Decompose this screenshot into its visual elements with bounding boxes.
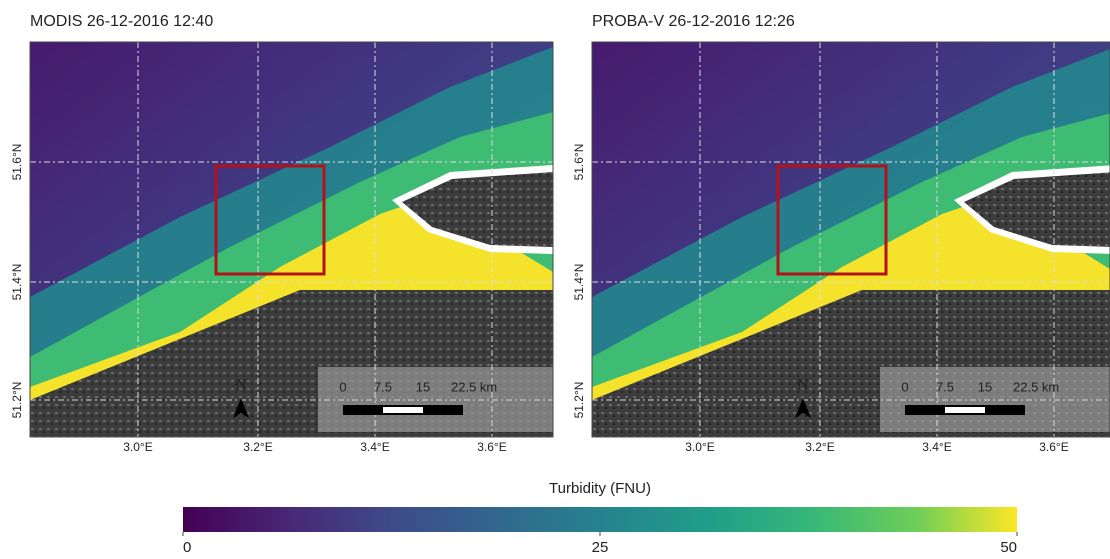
colorbar-tick-label: 0: [183, 539, 191, 556]
scale-bar-white: [383, 407, 423, 413]
lat-label: 51.4°N: [572, 264, 586, 301]
panel-title: PROBA-V 26-12-2016 12:26: [592, 13, 795, 30]
map: 0 7.5 15 22.5 km N: [30, 42, 553, 437]
colorbar: [183, 507, 1017, 532]
map: 0 7.5 15 22.5 km N: [592, 42, 1110, 437]
scale-label: 15: [978, 379, 992, 394]
map-image: [592, 42, 1110, 437]
figure: MODIS 26-12-2016 12:40 0 7.5 15 22.5 km N 51.6…: [0, 0, 1110, 559]
lat-label: 51.6°N: [10, 144, 24, 181]
lat-label: 51.2°N: [572, 382, 586, 419]
scale-label: 0: [901, 379, 908, 394]
lon-label: 3.6°E: [1039, 440, 1068, 454]
map-image: [30, 42, 553, 437]
scale-label: 15: [416, 379, 430, 394]
panel-title: MODIS 26-12-2016 12:40: [30, 13, 213, 30]
lon-label: 3.6°E: [477, 440, 506, 454]
scale-bar-white: [945, 407, 985, 413]
lat-label: 51.4°N: [10, 264, 24, 301]
colorbar-label: Turbidity (FNU): [549, 480, 651, 497]
lat-label: 51.6°N: [572, 144, 586, 181]
scale-label: 7.5: [374, 379, 392, 394]
lon-label: 3.0°E: [685, 440, 714, 454]
colorbar-tick-label: 50: [1000, 539, 1017, 556]
lon-label: 3.4°E: [922, 440, 951, 454]
north-label: N: [797, 377, 809, 394]
scale-label: 22.5 km: [1013, 379, 1059, 394]
colorbar-tick-label: 25: [592, 539, 609, 556]
lon-label: 3.0°E: [123, 440, 152, 454]
scale-label: 0: [339, 379, 346, 394]
scale-label: 7.5: [936, 379, 954, 394]
lon-label: 3.2°E: [805, 440, 834, 454]
scale-label: 22.5 km: [451, 379, 497, 394]
north-label: N: [235, 377, 247, 394]
lat-label: 51.2°N: [10, 382, 24, 419]
lon-label: 3.2°E: [243, 440, 272, 454]
lon-label: 3.4°E: [360, 440, 389, 454]
